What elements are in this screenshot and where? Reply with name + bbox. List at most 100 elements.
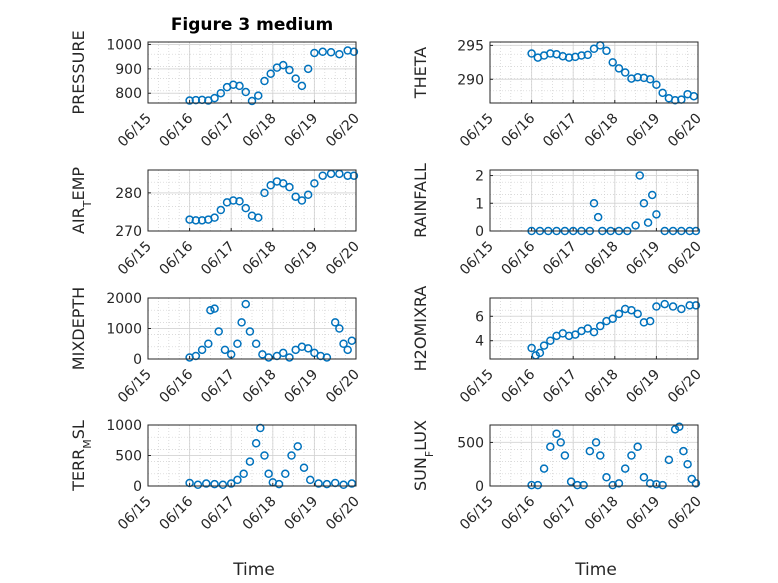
y-tick-label: 500	[115, 449, 142, 465]
data-point	[245, 327, 255, 336]
data-point	[589, 327, 599, 337]
y-tick-label: 4	[475, 334, 484, 350]
axes-box	[147, 169, 357, 232]
data-point	[639, 473, 649, 482]
data-point	[668, 302, 678, 311]
data-point	[239, 469, 248, 479]
data-point	[285, 182, 294, 192]
data-point	[220, 345, 230, 355]
data-point	[633, 442, 642, 452]
y-tick-label: 2	[475, 169, 484, 185]
data-point	[303, 190, 313, 200]
y-tick-label: 800	[115, 86, 142, 102]
data-point	[297, 81, 307, 91]
data-point	[658, 480, 667, 490]
data-point	[260, 188, 269, 198]
data-point	[303, 344, 313, 353]
data-point	[593, 212, 603, 222]
data-point	[652, 80, 661, 89]
data-point	[197, 345, 207, 355]
data-point	[326, 47, 336, 57]
x-axis-label: Time	[232, 560, 275, 580]
data-point	[297, 196, 307, 205]
data-point	[633, 309, 642, 319]
data-point	[685, 301, 694, 310]
data-point	[602, 46, 611, 56]
data-point	[652, 210, 661, 219]
axes-box	[489, 424, 699, 487]
data-point	[278, 60, 288, 70]
data-point	[583, 50, 593, 60]
data-point	[226, 479, 236, 488]
data-point	[278, 179, 288, 188]
data-point	[260, 76, 269, 86]
data-point	[546, 442, 555, 452]
y-tick-label: 295	[457, 38, 484, 54]
data-point	[285, 353, 294, 362]
data-point	[251, 339, 261, 348]
data-point	[343, 171, 352, 180]
data-point	[318, 47, 327, 57]
data-point	[560, 451, 570, 460]
y-axis-label: AIRTEMP	[69, 167, 94, 234]
y-axis-label: SUNFLUX	[411, 420, 436, 491]
data-point	[573, 480, 582, 490]
data-point	[339, 480, 348, 490]
data-point	[533, 480, 543, 490]
data-point	[291, 192, 300, 201]
data-point	[349, 47, 359, 57]
data-point	[218, 480, 228, 490]
axes-box	[489, 169, 699, 232]
data-point	[322, 353, 332, 362]
data-point	[614, 64, 624, 73]
data-point	[645, 75, 655, 84]
data-point	[216, 205, 226, 215]
data-point	[585, 446, 595, 456]
data-point	[291, 74, 300, 83]
data-point	[552, 429, 561, 438]
data-point	[247, 96, 257, 106]
data-point	[664, 455, 674, 465]
data-point	[204, 339, 213, 348]
data-point	[677, 304, 686, 314]
data-point	[539, 341, 549, 350]
data-point	[266, 69, 275, 78]
data-point	[343, 345, 352, 355]
data-point	[614, 309, 624, 319]
data-point	[689, 91, 699, 101]
y-tick-label: 280	[115, 186, 142, 202]
data-point	[314, 479, 323, 488]
data-point	[335, 49, 344, 59]
data-point	[631, 221, 640, 230]
data-point	[591, 438, 601, 447]
data-point	[245, 457, 255, 466]
data-point	[660, 299, 669, 309]
data-point	[539, 464, 549, 473]
data-point	[608, 58, 617, 67]
data-point	[310, 48, 319, 58]
data-point	[210, 479, 219, 489]
data-point	[589, 199, 599, 208]
data-point	[287, 451, 296, 460]
data-point	[305, 475, 315, 485]
data-point	[691, 479, 701, 488]
data-point	[627, 305, 636, 315]
y-tick-label: 0	[133, 479, 142, 495]
data-point	[339, 339, 348, 348]
data-point	[310, 179, 319, 188]
data-point	[535, 348, 545, 358]
data-point	[347, 336, 357, 345]
data-point	[293, 442, 303, 451]
data-point	[285, 65, 294, 75]
data-point	[347, 479, 357, 488]
data-point	[620, 68, 630, 77]
data-point	[691, 301, 701, 310]
data-point	[274, 479, 284, 489]
data-point	[241, 203, 251, 213]
y-tick-label: 500	[457, 435, 484, 451]
data-point	[253, 91, 263, 100]
y-tick-label: 0	[133, 352, 142, 368]
data-point	[595, 321, 605, 331]
data-point	[675, 422, 684, 431]
data-point	[233, 475, 242, 485]
